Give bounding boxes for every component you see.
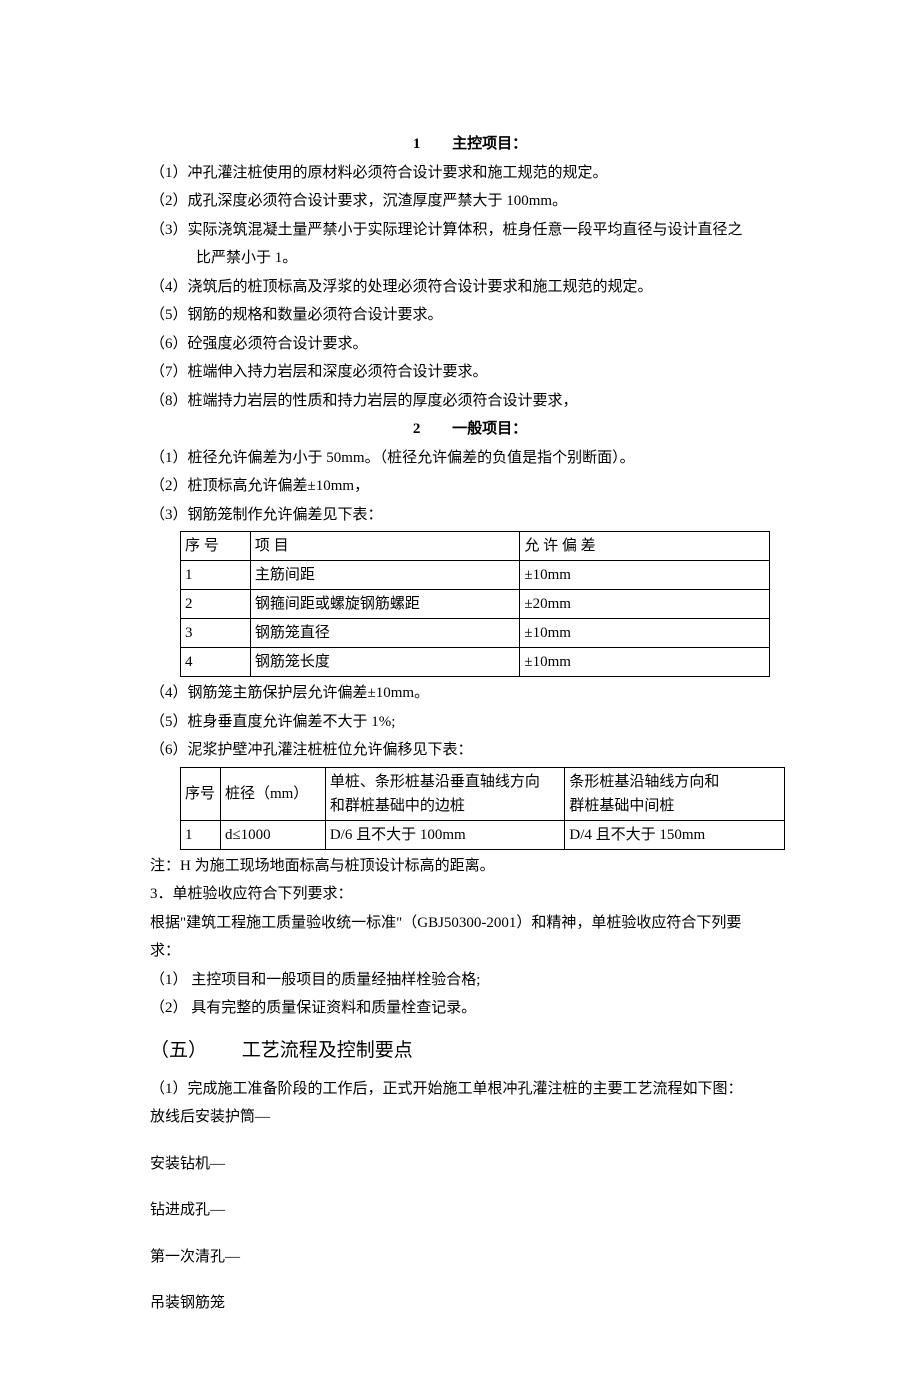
td: ±10mm — [520, 648, 770, 677]
table-header-row: 序 号 项 目 允 许 偏 差 — [181, 532, 770, 561]
table-offset: 序号 桩径（mm） 单桩、条形桩基沿垂直轴线方向 和群桩基础中的边桩 条形桩基沿… — [180, 767, 785, 850]
master-2: （2）成孔深度必须符合设计要求，沉渣厚度严禁大于 100mm。 — [150, 187, 790, 216]
sub-1: （1） 主控项目和一般项目的质量经抽样栓验合格; — [150, 966, 790, 995]
heading-title: 主控项目： — [452, 136, 527, 152]
td: ±10mm — [520, 561, 770, 590]
th-c3b: 和群桩基础中的边桩 — [330, 798, 465, 814]
master-3a: （3）实际浇筑混凝土量严禁小于实际理论计算体积，桩身任意一段平均直径与设计直径之 — [150, 216, 790, 245]
heading-general: 2 一般项目： — [150, 415, 790, 444]
general-6: （6）泥浆护壁冲孔灌注桩桩位允许偏移见下表： — [150, 736, 790, 765]
th-seq: 序 号 — [181, 532, 251, 561]
general-2: （2）桩顶标高允许偏差±10mm， — [150, 472, 790, 501]
td: 1 — [181, 561, 251, 590]
flow-step-1: 安装钻机— — [150, 1150, 790, 1179]
heading-num-2: 2 — [413, 421, 421, 437]
th-c4b: 群桩基础中间桩 — [569, 798, 674, 814]
flow-step-2: 钻进成孔— — [150, 1196, 790, 1225]
th-c4a: 条形桩基沿轴线方向和 — [569, 774, 719, 790]
flow-step-0: 放线后安装护筒— — [150, 1103, 790, 1132]
flow-step-3: 第一次清孔— — [150, 1243, 790, 1272]
general-1: （1）桩径允许偏差为小于 50mm。（桩径允许偏差的负值是指个别断面）。 — [150, 444, 790, 473]
td: 3 — [181, 619, 251, 648]
td: ±10mm — [520, 619, 770, 648]
td: 4 — [181, 648, 251, 677]
table-header-row: 序号 桩径（mm） 单桩、条形桩基沿垂直轴线方向 和群桩基础中的边桩 条形桩基沿… — [181, 767, 785, 820]
th-c3a: 单桩、条形桩基沿垂直轴线方向 — [330, 774, 540, 790]
section-5-num: （五） — [150, 1040, 207, 1061]
th-dia: 桩径（mm） — [220, 767, 325, 820]
table-row: 1 主筋间距 ±10mm — [181, 561, 770, 590]
td: 钢筋笼长度 — [250, 648, 519, 677]
general-3: （3）钢筋笼制作允许偏差见下表： — [150, 501, 790, 530]
th-item: 项 目 — [250, 532, 519, 561]
table-row: 4 钢筋笼长度 ±10mm — [181, 648, 770, 677]
th-seq: 序号 — [181, 767, 221, 820]
td: D/6 且不大于 100mm — [325, 820, 565, 849]
td: 1 — [181, 820, 221, 849]
heading-master: 1 主控项目： — [150, 130, 790, 159]
td: D/4 且不大于 150mm — [565, 820, 785, 849]
td: 主筋间距 — [250, 561, 519, 590]
master-5: （5）钢筋的规格和数量必须符合设计要求。 — [150, 301, 790, 330]
sub-2: （2） 具有完整的质量保证资料和质量栓查记录。 — [150, 994, 790, 1023]
td: 钢箍间距或螺旋钢筋螺距 — [250, 590, 519, 619]
section-5-title: 工艺流程及控制要点 — [242, 1040, 413, 1061]
table-row: 3 钢筋笼直径 ±10mm — [181, 619, 770, 648]
flow-step-4: 吊装钢筋笼 — [150, 1289, 790, 1318]
td: ±20mm — [520, 590, 770, 619]
td: 钢筋笼直径 — [250, 619, 519, 648]
flow-intro: （1）完成施工准备阶段的工作后，正式开始施工单根冲孔灌注桩的主要工艺流程如下图： — [150, 1075, 790, 1104]
section-5-heading: （五） 工艺流程及控制要点 — [150, 1033, 790, 1069]
master-1: （1）冲孔灌注桩使用的原材料必须符合设计要求和施工规范的规定。 — [150, 159, 790, 188]
note-h: 注：H 为施工现场地面标高与桩顶设计标高的距离。 — [150, 852, 790, 881]
table-tolerance: 序 号 项 目 允 许 偏 差 1 主筋间距 ±10mm 2 钢箍间距或螺旋钢筋… — [180, 531, 770, 677]
table-row: 2 钢箍间距或螺旋钢筋螺距 ±20mm — [181, 590, 770, 619]
master-3b: 比严禁小于 1。 — [150, 244, 790, 273]
general-5: （5）桩身垂直度允许偏差不大于 1%; — [150, 708, 790, 737]
master-6: （6）砼强度必须符合设计要求。 — [150, 330, 790, 359]
heading-num: 1 — [413, 136, 421, 152]
master-7: （7）桩端伸入持力岩层和深度必须符合设计要求。 — [150, 358, 790, 387]
general-8a: 根据"建筑工程施工质量验收统一标准"（GBJ50300-2001）和精神，单桩验… — [150, 909, 790, 938]
th-tol: 允 许 偏 差 — [520, 532, 770, 561]
th-c4: 条形桩基沿轴线方向和 群桩基础中间桩 — [565, 767, 785, 820]
td: 2 — [181, 590, 251, 619]
general-7: 3．单桩验收应符合下列要求： — [150, 880, 790, 909]
heading-title-2: 一般项目： — [452, 421, 527, 437]
master-8: （8）桩端持力岩层的性质和持力岩层的厚度必须符合设计要求， — [150, 387, 790, 416]
general-8b: 求： — [150, 937, 790, 966]
master-4: （4）浇筑后的桩顶标高及浮浆的处理必须符合设计要求和施工规范的规定。 — [150, 273, 790, 302]
td: d≤1000 — [220, 820, 325, 849]
th-c3: 单桩、条形桩基沿垂直轴线方向 和群桩基础中的边桩 — [325, 767, 565, 820]
table-row: 1 d≤1000 D/6 且不大于 100mm D/4 且不大于 150mm — [181, 820, 785, 849]
general-4: （4）钢筋笼主筋保护层允许偏差±10mm。 — [150, 679, 790, 708]
